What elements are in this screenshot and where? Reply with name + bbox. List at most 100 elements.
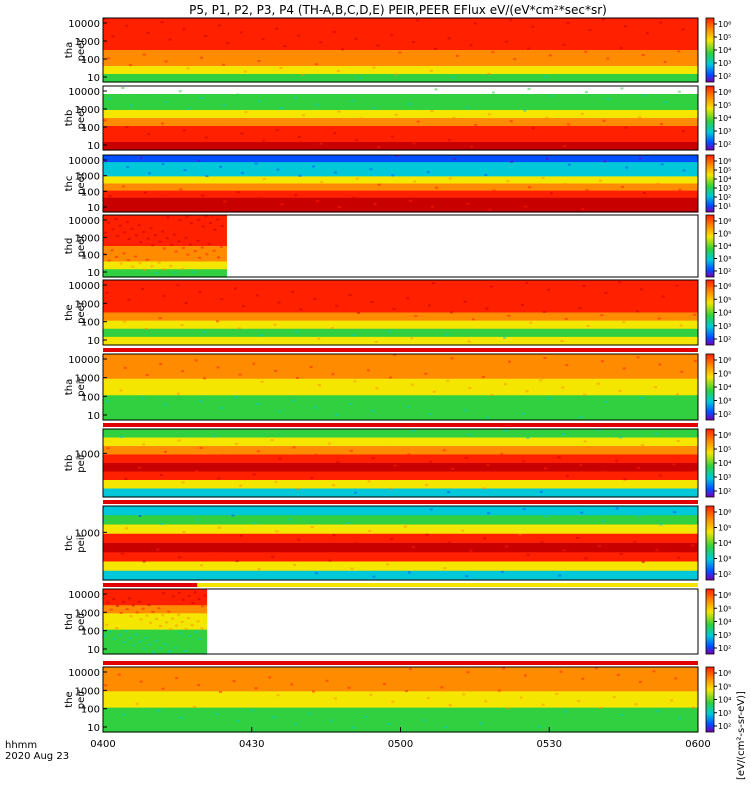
colorbar-tick-label: 10⁶ [718,217,731,226]
spectrogram-texture [107,259,111,262]
spectrogram-texture [177,613,181,616]
spectrogram-texture [624,126,628,129]
spectrogram-texture [142,53,146,56]
spectrogram-texture [148,643,152,646]
spectrogram-texture [428,304,432,307]
spectrogram-texture [107,97,111,100]
spectrogram-texture [123,366,127,369]
colorbar-tick-label: 10² [718,140,731,149]
colorbar-tick-label: 10² [718,410,731,419]
spectrogram-texture [223,200,227,203]
y-tick-label: 1000 [75,105,100,116]
spectrogram-texture [580,511,584,514]
spectrogram-texture [125,608,129,611]
spectrogram-texture [443,567,447,570]
spectrogram-texture [325,679,329,682]
spectrogram-texture [615,507,619,510]
spectrogram-texture [233,287,237,290]
spectrogram-texture [164,60,168,63]
spectrogram-texture [208,243,212,246]
spectrogram-texture [255,294,259,297]
spectrogram-texture [216,320,220,323]
spectrogram-texture [576,537,580,540]
colorbar-tick-label: 10⁶ [718,88,731,97]
spectrogram-texture [446,491,450,494]
spectrogram-band [103,183,698,192]
spectrogram-texture [171,617,175,620]
spectrogram-texture [158,625,162,628]
colorbar-tick-label: 10⁵ [718,524,731,533]
spectrogram-texture [336,461,340,464]
spectrogram-band [103,230,227,239]
spectrogram-band [103,533,698,544]
spectrogram-texture [153,234,157,237]
colorbar-tick-label: 10⁵ [718,166,731,175]
panel-product-label: peir [76,452,87,472]
spectrogram-texture [637,515,641,518]
spectrogram-texture [407,453,411,456]
spectrogram-texture [537,725,541,728]
spectrogram-texture [119,262,123,265]
spectrogram-texture [217,526,221,529]
spectrogram-texture [640,396,644,399]
spectrogram-band [103,162,698,170]
spectrogram-texture [330,326,334,329]
spectrogram-texture [544,76,548,79]
spectrogram-texture [336,70,340,73]
spectrogram-texture [258,100,262,103]
spectrogram-texture [577,699,581,702]
spectrogram-texture [195,518,199,521]
spectrogram-texture [309,366,313,369]
spectrogram-texture [584,91,588,94]
spectrogram-texture [162,247,166,250]
spectrogram-texture [656,182,660,185]
spectrogram-texture [138,514,142,517]
spectrogram-texture [413,180,417,183]
spectrogram-texture [164,621,168,624]
spectrogram-texture [372,575,376,578]
spectrogram-texture [539,490,543,493]
spectrogram-texture [123,231,127,234]
spectrogram-texture [658,474,662,477]
spectrogram-texture [597,545,601,548]
spectrogram-texture [213,228,217,231]
spectrogram-texture [200,56,204,59]
spectrogram-texture [383,683,387,686]
spectrogram-texture [638,681,642,684]
spectrogram-texture [621,185,624,188]
colorbar-tick-label: 10⁶ [718,356,731,365]
spectrogram-texture [394,113,398,116]
spectrogram-texture [526,47,530,50]
spectrogram-texture [202,331,206,334]
spectrogram-texture [425,483,429,486]
spectrogram-texture [625,166,629,169]
spectrogram-texture [115,627,119,630]
spectrogram-texture [658,363,662,366]
spectrogram-texture [377,146,381,149]
spectrogram-texture [290,683,294,686]
spectrogram-texture [235,442,239,445]
flag-strip [103,661,698,665]
spectrogram-texture [470,183,474,186]
spectrogram-texture [612,696,616,699]
spectrogram-texture [256,403,260,406]
spectrogram-texture [677,90,681,93]
spectrogram-texture [301,114,305,117]
spectrogram-band [103,506,698,516]
spectrogram-texture [468,386,472,389]
spectrogram-texture [455,54,459,57]
spectrogram-texture [184,236,188,239]
flag-strip [103,583,698,587]
spectrogram-texture [567,163,571,166]
spectrogram-texture [523,674,527,677]
spectrogram-texture [484,174,488,177]
spectrogram-texture [258,197,262,200]
spectrogram-texture [252,362,256,365]
spectrogram-texture [137,466,141,469]
spectrogram-band [103,197,698,206]
spectrogram-texture [158,647,162,650]
spectrogram-texture [432,282,436,285]
spectrogram-texture [376,44,380,47]
spectrogram-texture [275,129,279,132]
